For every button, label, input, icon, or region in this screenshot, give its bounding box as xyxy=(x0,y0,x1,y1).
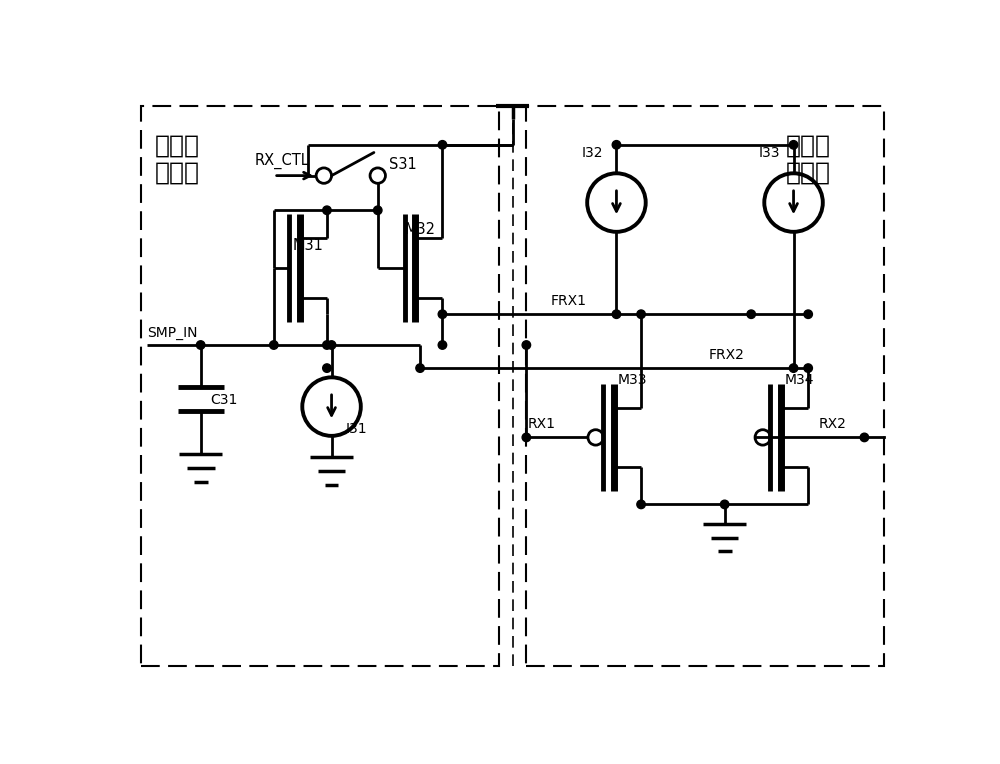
Circle shape xyxy=(789,364,798,372)
Circle shape xyxy=(374,206,382,215)
Text: M32: M32 xyxy=(405,222,436,237)
Bar xyxy=(141,105,499,666)
Text: FRX2: FRX2 xyxy=(709,348,745,362)
Circle shape xyxy=(196,341,205,349)
Text: RX2: RX2 xyxy=(818,417,846,431)
Text: 有源滤
波电路: 有源滤 波电路 xyxy=(154,133,199,185)
Circle shape xyxy=(522,433,531,442)
Circle shape xyxy=(323,364,331,372)
Circle shape xyxy=(323,206,331,215)
Circle shape xyxy=(323,341,331,349)
Circle shape xyxy=(860,433,869,442)
Circle shape xyxy=(804,310,812,319)
Circle shape xyxy=(789,141,798,149)
Circle shape xyxy=(747,310,755,319)
Circle shape xyxy=(416,364,424,372)
Circle shape xyxy=(438,310,447,319)
Circle shape xyxy=(804,364,812,372)
Circle shape xyxy=(327,341,336,349)
Text: I33: I33 xyxy=(759,146,780,160)
Text: M31: M31 xyxy=(293,238,324,253)
Text: S31: S31 xyxy=(389,157,417,172)
Circle shape xyxy=(720,500,729,509)
Circle shape xyxy=(637,310,645,319)
Circle shape xyxy=(270,341,278,349)
Circle shape xyxy=(438,141,447,149)
Text: M34: M34 xyxy=(784,374,814,387)
Circle shape xyxy=(612,310,621,319)
Circle shape xyxy=(522,341,531,349)
Text: 采样跟
随电路: 采样跟 随电路 xyxy=(786,133,831,185)
Circle shape xyxy=(438,341,447,349)
Text: I32: I32 xyxy=(582,146,603,160)
Text: I31: I31 xyxy=(345,422,367,436)
Circle shape xyxy=(612,141,621,149)
Text: C31: C31 xyxy=(210,393,237,406)
Text: M33: M33 xyxy=(617,374,647,387)
Bar xyxy=(526,105,884,666)
Text: FRX1: FRX1 xyxy=(551,294,587,308)
Text: RX_CTL: RX_CTL xyxy=(255,154,309,170)
Text: SMP_IN: SMP_IN xyxy=(147,326,197,341)
Circle shape xyxy=(637,500,645,509)
Text: RX1: RX1 xyxy=(528,417,556,431)
